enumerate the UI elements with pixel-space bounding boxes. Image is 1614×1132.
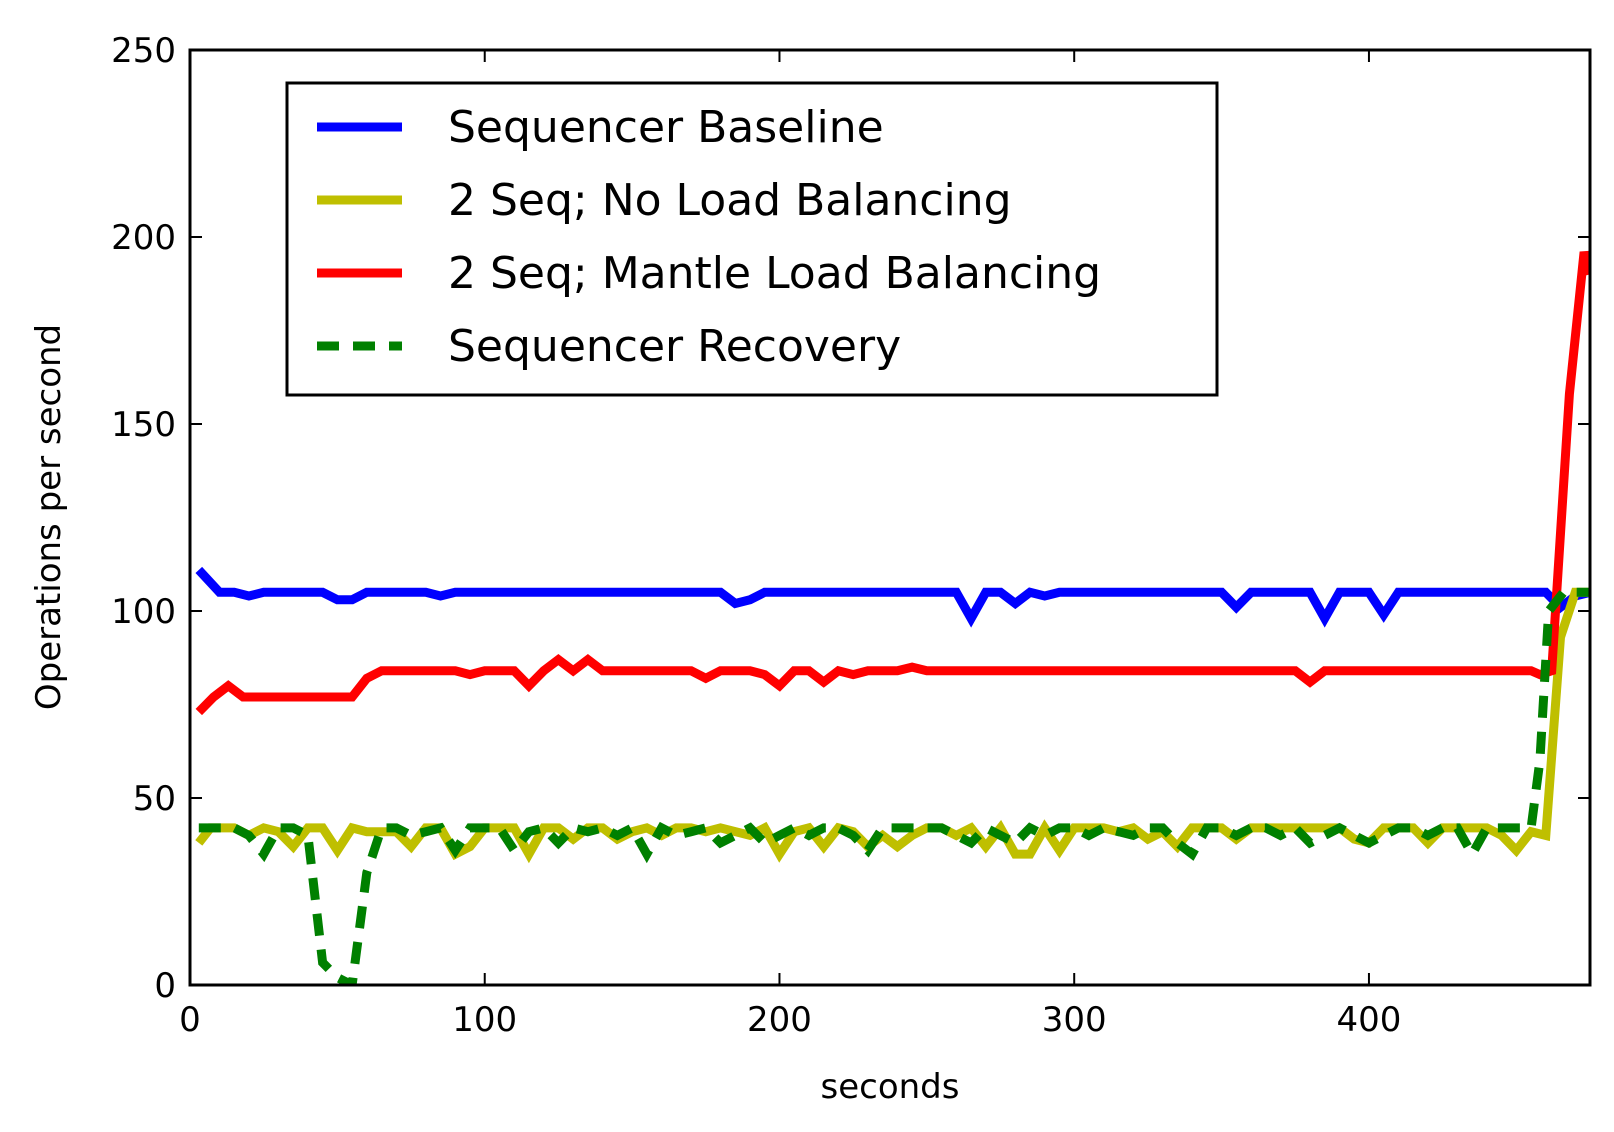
- y-tick-label: 200: [111, 218, 176, 258]
- y-axis-label: Operations per second: [29, 324, 69, 710]
- y-tick-label: 0: [154, 966, 176, 1006]
- series-layer: [195, 250, 1590, 985]
- x-tick-label: 400: [1336, 1000, 1401, 1040]
- legend-label-mantle-load-balancing: 2 Seq; Mantle Load Balancing: [448, 248, 1101, 299]
- ticks-layer: 0 100 200 300 400 0 50 100 150 200 250: [111, 31, 1590, 1040]
- plot-frame: [188, 48, 1592, 987]
- legend-box: [285, 81, 1219, 397]
- y-tick-label: 250: [111, 31, 176, 71]
- legend-label-sequencer-recovery: Sequencer Recovery: [448, 321, 901, 372]
- x-tick-label: 200: [747, 1000, 812, 1040]
- legend: Sequencer Baseline 2 Seq; No Load Balanc…: [285, 81, 1219, 397]
- legend-label-no-load-balancing: 2 Seq; No Load Balancing: [448, 175, 1012, 226]
- x-tick-label: 0: [179, 1000, 201, 1040]
- y-tick-label: 50: [133, 779, 176, 819]
- series-line-mantle-load-balancing: [195, 250, 1590, 716]
- x-tick-label: 100: [452, 1000, 517, 1040]
- series-line-sequencer-baseline: [195, 566, 1590, 628]
- series-line-sequencer-recovery: [198, 587, 1590, 985]
- x-axis-label: seconds: [821, 1067, 960, 1107]
- y-tick-label: 150: [111, 405, 176, 445]
- y-tick-label: 100: [111, 592, 176, 632]
- legend-label-sequencer-baseline: Sequencer Baseline: [448, 102, 884, 153]
- x-tick-label: 300: [1042, 1000, 1107, 1040]
